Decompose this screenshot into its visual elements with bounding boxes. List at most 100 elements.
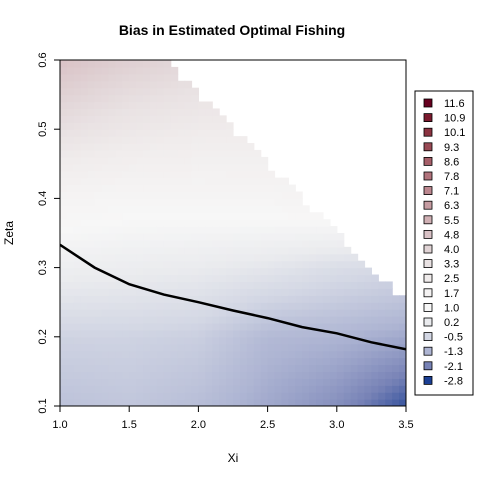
heatmap-cell	[385, 343, 393, 352]
heatmap-cell	[281, 274, 289, 283]
heatmap-cell	[295, 329, 303, 338]
heatmap-cell	[87, 322, 96, 331]
heatmap-cell	[233, 239, 241, 248]
heatmap-cell	[343, 267, 352, 276]
heatmap-cell	[94, 288, 103, 296]
heatmap-cell	[212, 295, 220, 303]
heatmap-cell	[80, 136, 89, 144]
heatmap-cell	[101, 80, 110, 89]
heatmap-cell	[212, 378, 220, 386]
heatmap-cell	[184, 136, 193, 144]
heatmap-cell	[205, 108, 213, 116]
heatmap-cell	[205, 371, 213, 379]
heatmap-cell	[115, 246, 123, 255]
heatmap-cell	[233, 316, 241, 324]
heatmap-cell	[108, 309, 116, 317]
heatmap-cell	[115, 60, 123, 68]
heatmap-cell	[233, 226, 241, 234]
heatmap-cell	[184, 115, 193, 123]
heatmap-cell	[198, 143, 206, 151]
heatmap-cell	[205, 350, 213, 359]
heatmap-cell	[177, 184, 186, 193]
heatmap-cell	[80, 101, 89, 110]
heatmap-cell	[219, 129, 227, 137]
heatmap-cell	[101, 191, 110, 199]
heatmap-cell	[288, 212, 296, 220]
heatmap-cell	[239, 136, 248, 144]
heatmap-cell	[149, 129, 158, 137]
heatmap-cell	[163, 184, 172, 193]
heatmap-cell	[108, 267, 116, 276]
heatmap-cell	[66, 385, 75, 393]
heatmap-cell	[198, 267, 206, 276]
heatmap-cell	[281, 198, 289, 206]
heatmap-cell	[66, 136, 75, 144]
heatmap-cell	[73, 66, 82, 75]
heatmap-cell	[309, 399, 317, 406]
heatmap-cell	[60, 357, 68, 366]
heatmap-cell	[136, 184, 144, 193]
heatmap-cell	[357, 267, 366, 276]
heatmap-cell	[226, 136, 234, 144]
heatmap-cell	[309, 267, 317, 276]
heatmap-cell	[115, 129, 123, 137]
heatmap-cell	[322, 350, 331, 359]
heatmap-cell	[129, 87, 137, 96]
heatmap-cell	[101, 66, 110, 75]
heatmap-cell	[246, 316, 255, 324]
heatmap-cell	[246, 295, 255, 303]
heatmap-cell	[322, 281, 331, 289]
heatmap-cell	[87, 302, 96, 310]
heatmap-cell	[205, 226, 213, 234]
heatmap-cell	[239, 170, 248, 179]
heatmap-cell	[143, 253, 151, 262]
heatmap-cell	[205, 163, 213, 172]
legend-label: 2.5	[444, 273, 459, 285]
heatmap-cell	[219, 329, 227, 338]
heatmap-cell	[260, 156, 269, 165]
heatmap-cell	[191, 350, 199, 359]
heatmap-cell	[136, 371, 144, 379]
heatmap-cell	[219, 253, 227, 262]
heatmap-cell	[357, 274, 366, 283]
heatmap-cell	[136, 322, 144, 331]
heatmap-cell	[198, 246, 206, 255]
heatmap-cell	[177, 212, 186, 220]
heatmap-cell	[60, 66, 68, 75]
heatmap-cell	[336, 378, 345, 386]
heatmap-cell	[191, 329, 199, 338]
heatmap-cell	[267, 385, 276, 393]
heatmap-cell	[322, 267, 331, 276]
heatmap-cell	[122, 239, 130, 248]
heatmap-cell	[156, 343, 165, 352]
heatmap-cell	[177, 239, 186, 248]
heatmap-cell	[115, 316, 123, 324]
heatmap-cell	[66, 212, 75, 220]
heatmap-cell	[191, 87, 199, 96]
heatmap-cell	[80, 329, 89, 338]
heatmap-cell	[115, 136, 123, 144]
heatmap-cell	[122, 267, 130, 276]
heatmap-cell	[239, 233, 248, 241]
heatmap-cell	[87, 101, 96, 110]
heatmap-cell	[198, 149, 206, 158]
heatmap-cell	[191, 253, 199, 262]
heatmap-cell	[177, 177, 186, 186]
heatmap-cell	[80, 184, 89, 193]
heatmap-cell	[302, 212, 310, 220]
heatmap-cell	[364, 364, 372, 372]
heatmap-cell	[122, 122, 130, 130]
heatmap-cell	[177, 170, 186, 179]
heatmap-cell	[143, 322, 151, 331]
heatmap-cell	[212, 399, 220, 406]
legend-swatch	[423, 317, 433, 327]
heatmap-cell	[60, 122, 68, 130]
heatmap-cell	[60, 392, 68, 400]
heatmap-cell	[336, 322, 345, 331]
heatmap-cell	[108, 253, 116, 262]
heatmap-cell	[198, 364, 206, 372]
heatmap-cell	[205, 149, 213, 158]
y-axis: 0.10.20.30.40.50.6	[37, 52, 60, 414]
heatmap-cell	[267, 226, 276, 234]
heatmap-cell	[295, 239, 303, 248]
